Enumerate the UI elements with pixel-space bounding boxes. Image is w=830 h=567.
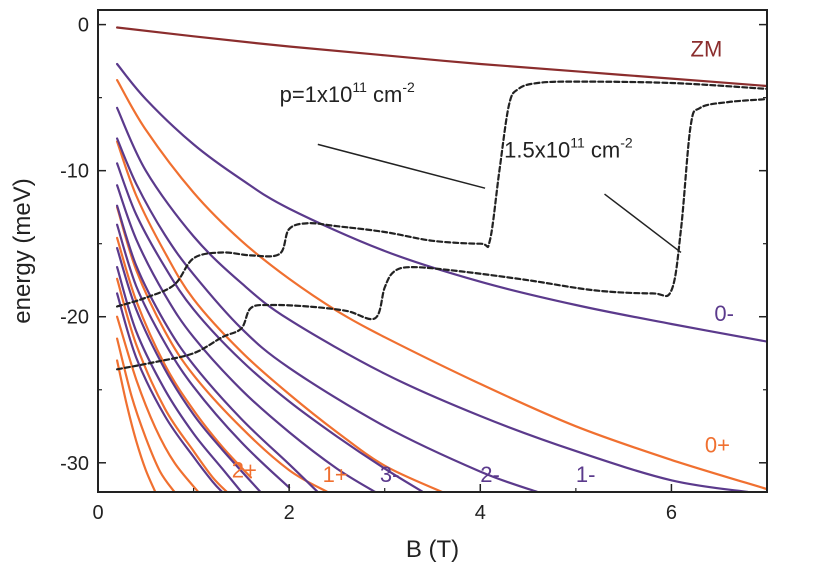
- y-axis-title: energy (meV): [9, 178, 36, 323]
- y-tick-label: -30: [60, 453, 89, 475]
- level-curve-9: [116, 204, 319, 492]
- level-curve-11: [116, 236, 252, 479]
- x-tick-label: 4: [475, 502, 486, 524]
- level-label: 0-: [714, 301, 734, 326]
- level-curve-2+: [116, 206, 329, 492]
- level-curve-zm: [116, 26, 767, 88]
- level-curve-0-: [116, 62, 767, 343]
- density-pointer: [604, 193, 682, 254]
- level-curve-18: [116, 359, 157, 492]
- level-curve-0+: [116, 79, 767, 491]
- density-pointer: [317, 143, 486, 189]
- density-label: p=1x1011 cm-2: [280, 79, 415, 107]
- level-curve-1+: [116, 140, 444, 492]
- level-curve-1-: [116, 106, 749, 492]
- level-curve-14: [116, 277, 229, 492]
- x-tick-label: 2: [284, 502, 295, 524]
- level-curve-6: [116, 162, 424, 492]
- level-label: 2+: [232, 457, 257, 482]
- density-label: 1.5x1011 cm-2: [504, 135, 633, 163]
- y-tick-label: -20: [60, 307, 89, 329]
- level-label: 1+: [323, 462, 348, 487]
- level-label: 0+: [705, 433, 730, 458]
- pointer-lines: [317, 143, 682, 254]
- labels-layer: 0 2 4 6 0 -10 -20 -30 ZM 0- 0+ 1- 2- 3- 1+ 2+ p=1x1011 c…: [60, 15, 734, 524]
- y-tick-label: 0: [78, 15, 89, 37]
- level-curve-15: [116, 292, 224, 492]
- x-tick-label: 6: [666, 502, 677, 524]
- x-axis-title: B (T): [406, 536, 459, 563]
- level-curve-10: [116, 223, 291, 489]
- level-label: 3-: [380, 462, 400, 487]
- level-curve-13: [116, 266, 243, 492]
- level-curve-3-: [116, 184, 377, 492]
- level-curve-16: [116, 315, 200, 492]
- y-tick-label: -10: [60, 161, 89, 183]
- curves-layer: [116, 26, 767, 492]
- level-label: 1-: [576, 462, 596, 487]
- density-curve-p-1x10-11-cm--2: [116, 80, 767, 308]
- level-curve-2-: [116, 137, 539, 492]
- density-curve-1-5x10-11-cm--2: [116, 98, 767, 371]
- level-curve-12: [116, 247, 262, 492]
- ticks-layer: [97, 23, 767, 492]
- level-label: ZM: [691, 37, 723, 62]
- level-label: 2-: [480, 462, 500, 487]
- level-curve-17: [116, 337, 176, 492]
- plot-frame: [97, 9, 768, 493]
- x-tick-label: 0: [92, 502, 103, 524]
